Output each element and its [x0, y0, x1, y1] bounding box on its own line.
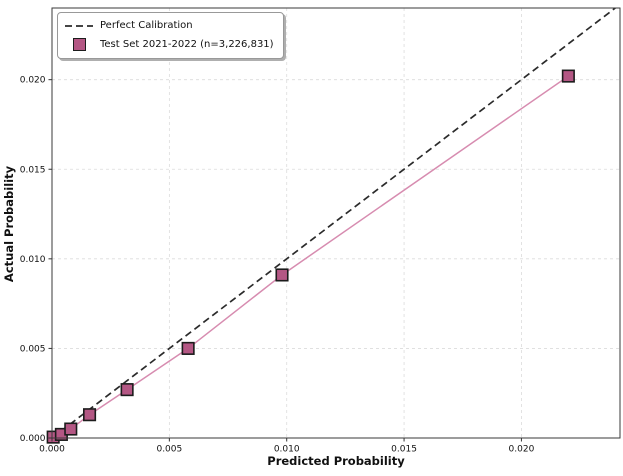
y-tick-label: 0.015: [20, 165, 46, 175]
y-tick-label: 0.000: [20, 434, 46, 444]
test-set-marker: [181, 341, 195, 355]
y-tick-label: 0.020: [20, 76, 46, 86]
x-axis-label: Predicted Probability: [267, 454, 405, 468]
test-set-marker: [275, 268, 289, 282]
test-set-line: [52, 75, 569, 438]
y-tick-label: 0.005: [20, 344, 46, 354]
plot-border: [51, 7, 621, 439]
x-tick-label: 0.015: [391, 445, 417, 455]
test-set-marker: [64, 422, 78, 436]
legend-label: Perfect Calibration: [100, 20, 193, 31]
test-set-marker: [561, 69, 575, 83]
x-tick-label: 0.005: [156, 445, 182, 455]
legend: Perfect Calibration Test Set 2021-2022 (…: [57, 12, 284, 59]
x-tick-label: 0.020: [509, 445, 535, 455]
legend-item-test-set: Test Set 2021-2022 (n=3,226,831): [65, 36, 274, 53]
dashed-line-icon: [65, 24, 93, 28]
legend-label: Test Set 2021-2022 (n=3,226,831): [100, 39, 274, 50]
test-set-marker: [83, 408, 97, 422]
y-tick-label: 0.010: [20, 255, 46, 265]
x-tick-label: 0.000: [39, 445, 65, 455]
test-set-marker: [120, 383, 134, 397]
perfect-calibration-line: [51, 7, 616, 439]
x-tick-label: 0.010: [274, 445, 300, 455]
square-marker-icon: [65, 38, 93, 51]
legend-item-perfect-calibration: Perfect Calibration: [65, 17, 274, 34]
y-axis-label: Actual Probability: [2, 165, 16, 283]
